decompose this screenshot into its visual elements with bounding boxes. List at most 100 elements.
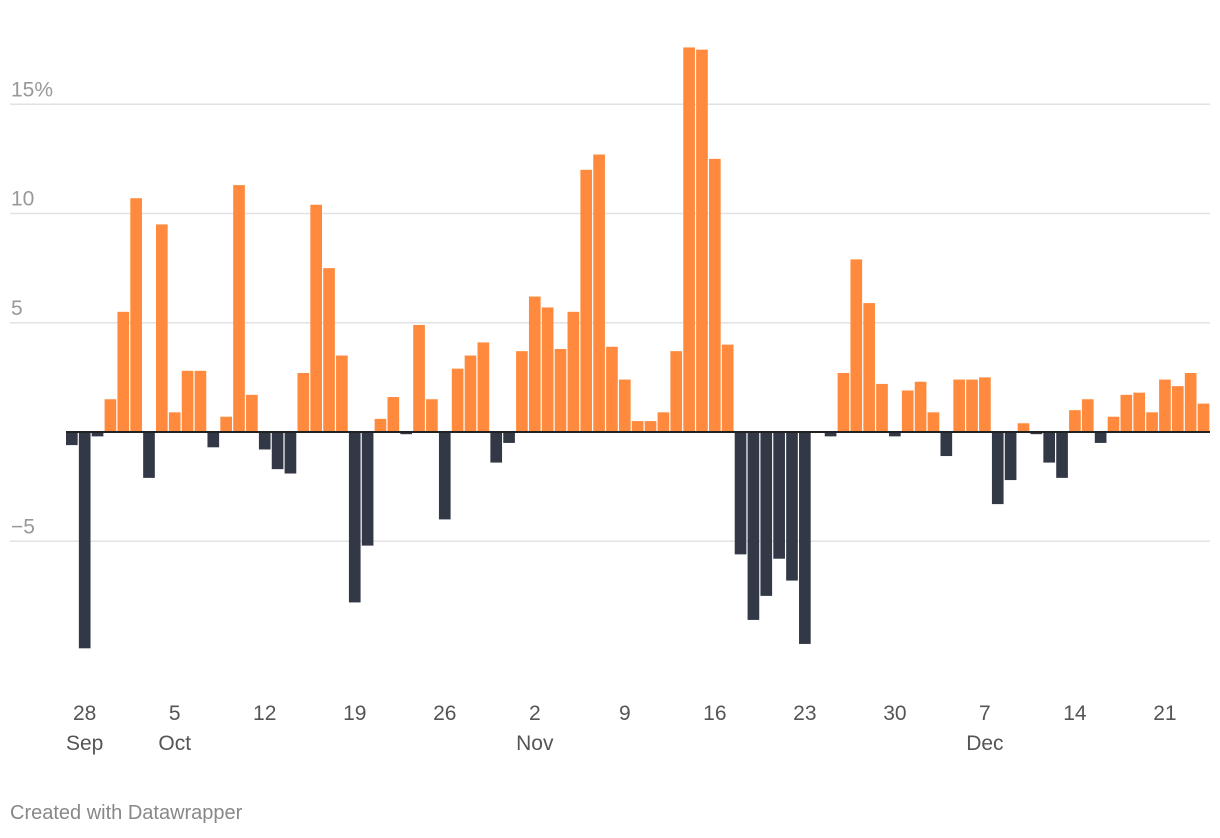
bar[interactable]: [953, 379, 965, 432]
bar[interactable]: [1184, 373, 1197, 432]
bar[interactable]: [1197, 403, 1210, 432]
bar[interactable]: [91, 432, 104, 437]
bar[interactable]: [503, 432, 515, 443]
bar-chart: 15% 10 5 −5 28 Sep 5 Oct 12 19 26 2 Nov 9 16 23 30 7 Dec 14…: [10, 47, 1210, 755]
bar[interactable]: [464, 355, 477, 432]
bar[interactable]: [1159, 379, 1171, 432]
bar[interactable]: [1017, 423, 1030, 432]
bar[interactable]: [361, 432, 374, 546]
bar[interactable]: [66, 432, 78, 446]
bar[interactable]: [824, 432, 837, 437]
bar[interactable]: [516, 351, 528, 432]
bar[interactable]: [593, 154, 605, 433]
x-tick-day-label: 19: [343, 702, 366, 725]
bar[interactable]: [310, 204, 322, 432]
x-tick-month-label: Nov: [516, 732, 554, 755]
bar[interactable]: [284, 432, 297, 474]
bar[interactable]: [709, 158, 721, 433]
x-tick-day-label: 26: [433, 702, 456, 725]
bar[interactable]: [696, 49, 708, 433]
bar[interactable]: [618, 379, 631, 432]
bar[interactable]: [991, 432, 1004, 505]
bar[interactable]: [413, 324, 425, 432]
bar[interactable]: [1004, 432, 1017, 481]
bar[interactable]: [207, 432, 220, 448]
bar[interactable]: [258, 432, 271, 450]
bar[interactable]: [683, 47, 695, 432]
bar[interactable]: [979, 377, 991, 433]
bar[interactable]: [940, 432, 953, 457]
bar[interactable]: [657, 412, 670, 432]
bar[interactable]: [168, 412, 181, 432]
bar[interactable]: [760, 432, 773, 596]
bar[interactable]: [233, 185, 245, 432]
bar[interactable]: [117, 311, 130, 432]
bar[interactable]: [721, 344, 734, 432]
bar[interactable]: [451, 368, 464, 432]
bar[interactable]: [104, 399, 117, 432]
bar[interactable]: [837, 373, 850, 432]
bar[interactable]: [927, 412, 940, 432]
bar[interactable]: [1081, 399, 1094, 432]
bar[interactable]: [323, 268, 335, 433]
bar[interactable]: [271, 432, 284, 470]
bar[interactable]: [773, 432, 785, 559]
bar[interactable]: [786, 432, 798, 581]
bar[interactable]: [1069, 410, 1081, 432]
bar[interactable]: [1056, 432, 1068, 478]
bar[interactable]: [400, 432, 413, 435]
bar[interactable]: [1094, 432, 1107, 443]
x-tick-day-label: 16: [703, 702, 726, 725]
bar[interactable]: [477, 342, 490, 432]
bar[interactable]: [1133, 392, 1146, 432]
y-tick-label: −5: [11, 515, 35, 538]
bar[interactable]: [541, 307, 554, 432]
x-tick-day-label: 21: [1153, 702, 1176, 725]
bar[interactable]: [143, 432, 155, 478]
bar[interactable]: [1107, 416, 1120, 432]
bar[interactable]: [901, 390, 914, 432]
bar[interactable]: [297, 373, 310, 432]
bar[interactable]: [438, 432, 451, 520]
x-tick-month-label: Sep: [66, 732, 103, 755]
bar[interactable]: [966, 379, 978, 432]
bar[interactable]: [799, 432, 811, 644]
bar[interactable]: [426, 399, 438, 432]
bar[interactable]: [181, 370, 194, 432]
bar[interactable]: [130, 198, 142, 432]
bar[interactable]: [644, 421, 657, 432]
bar[interactable]: [1146, 412, 1158, 432]
bar[interactable]: [156, 224, 168, 432]
bar[interactable]: [528, 296, 541, 432]
bar[interactable]: [1030, 432, 1043, 435]
bar[interactable]: [1120, 394, 1133, 432]
bar[interactable]: [374, 418, 387, 432]
bar[interactable]: [246, 394, 258, 432]
bar[interactable]: [1171, 386, 1184, 432]
bar[interactable]: [78, 432, 91, 649]
bar[interactable]: [914, 381, 927, 432]
bar[interactable]: [580, 169, 593, 433]
bar[interactable]: [194, 370, 207, 432]
bar[interactable]: [490, 432, 503, 463]
bar[interactable]: [850, 259, 863, 432]
x-tick-day-label: 14: [1063, 702, 1087, 725]
bar[interactable]: [631, 421, 644, 432]
bar[interactable]: [606, 346, 618, 432]
bar[interactable]: [670, 351, 683, 432]
bar[interactable]: [220, 416, 232, 432]
bar[interactable]: [747, 432, 760, 620]
bar[interactable]: [876, 383, 888, 432]
bar[interactable]: [889, 432, 901, 437]
bar[interactable]: [554, 348, 567, 432]
datawrapper-credit[interactable]: Created with Datawrapper: [10, 802, 243, 824]
bar[interactable]: [336, 355, 348, 432]
x-tick-day-label: 9: [619, 702, 631, 725]
bar[interactable]: [567, 311, 580, 432]
bar[interactable]: [1043, 432, 1056, 463]
bar[interactable]: [348, 432, 361, 603]
bar[interactable]: [734, 432, 747, 555]
bar[interactable]: [863, 303, 875, 432]
bar[interactable]: [387, 397, 400, 432]
